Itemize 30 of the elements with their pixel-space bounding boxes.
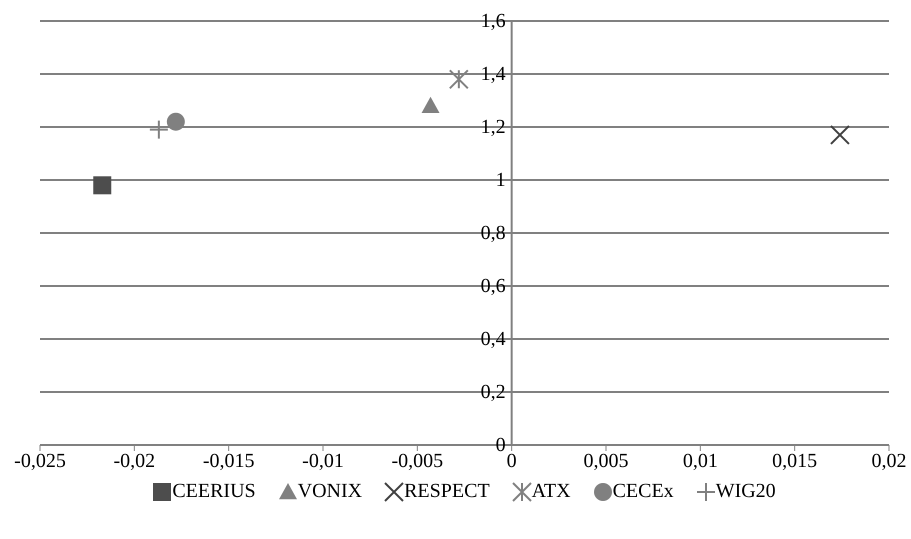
- point: [93, 176, 112, 194]
- y-tick-label: 1: [496, 169, 506, 191]
- x-tick-label: 0,02: [872, 450, 906, 472]
- y-tick-label: 1,6: [480, 10, 506, 32]
- y-tick-label: 1,2: [480, 116, 506, 138]
- x-tick-label: 0,01: [682, 450, 718, 472]
- x-tick-label: -0,025: [14, 450, 66, 472]
- x-tick-label: -0,01: [302, 450, 344, 472]
- legend-label: ATX: [532, 480, 571, 503]
- point: [166, 112, 185, 131]
- x-tick-label: 0,005: [584, 450, 628, 472]
- x-tick-label: -0,02: [113, 450, 156, 472]
- legend-label: CECEx: [612, 480, 674, 503]
- point: [830, 124, 850, 145]
- point: [148, 120, 169, 140]
- y-tick-label: 1,4: [480, 63, 506, 85]
- x-tick-label: -0,015: [202, 450, 255, 472]
- y-tick-label: 0,4: [480, 328, 506, 350]
- y-tick-label: 0,2: [480, 381, 506, 403]
- y-tick-label: 0: [496, 434, 506, 456]
- legend-label: RESPECT: [404, 480, 490, 503]
- x-tick-label: -0,005: [391, 450, 444, 472]
- y-tick-label: 0,8: [480, 222, 506, 244]
- y-tick-label: 0,6: [480, 275, 506, 297]
- x-tick-label: 0,015: [772, 450, 818, 472]
- legend-label: WIG20: [716, 480, 776, 503]
- point: [422, 96, 440, 113]
- point: [448, 69, 469, 90]
- legend-label: CEERIUS: [172, 480, 256, 503]
- legend-label: VONIX: [298, 480, 362, 503]
